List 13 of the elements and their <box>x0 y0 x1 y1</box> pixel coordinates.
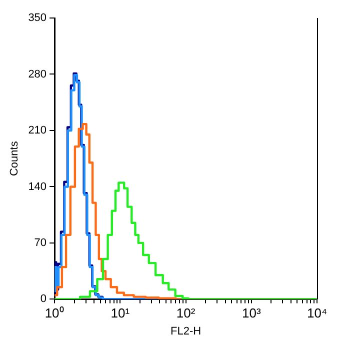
y-tick-label: 280 <box>28 68 47 80</box>
y-tick-label: 350 <box>28 12 47 24</box>
x-axis-title: FL2-H <box>170 325 202 338</box>
y-tick-label: 140 <box>28 180 47 193</box>
x-tick-label: 10¹ <box>110 306 130 321</box>
y-tick-label: 70 <box>34 236 47 249</box>
y-axis-title: Counts <box>8 140 21 176</box>
y-tick-label: 0 <box>40 293 47 306</box>
y-tick-label: 210 <box>28 124 47 137</box>
x-tick-label: 10² <box>176 306 196 321</box>
x-tick-label: 10⁴ <box>306 306 328 321</box>
x-tick-label: 10⁰ <box>44 306 64 321</box>
x-tick-label: 10³ <box>242 306 262 321</box>
